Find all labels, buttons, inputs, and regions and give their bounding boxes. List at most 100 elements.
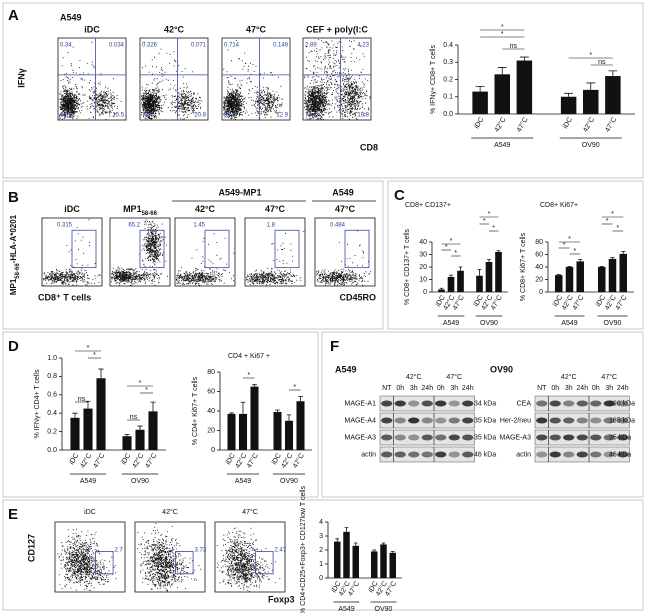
blot-band — [603, 400, 615, 407]
gate — [175, 551, 194, 575]
error-bar — [390, 551, 395, 553]
bar — [576, 261, 585, 292]
plot-title: 47°C — [265, 204, 286, 214]
group-label: A549 — [235, 478, 251, 485]
blot-band — [462, 417, 474, 424]
lane-label: 0h — [551, 385, 559, 392]
column-header: A549-MP1 — [218, 187, 261, 197]
y-tick-label: 0.4 — [47, 410, 57, 417]
error-bar — [137, 425, 143, 430]
blot-band — [617, 400, 629, 407]
x-axis-label: Foxp3 — [268, 594, 295, 604]
y-axis-label: % CD8+ Ki67+ T cells — [520, 232, 527, 301]
x-tick-label: iDC — [68, 452, 80, 466]
panel-letter: D — [8, 338, 19, 355]
y-axis-label: % CD8+ CD137+ T cells — [404, 229, 411, 305]
bar — [389, 552, 396, 578]
chart-title: CD8+ Ki67+ — [540, 202, 578, 209]
size-label: 190 kDa — [609, 400, 635, 407]
x-tick-label: iDC — [595, 294, 607, 308]
y-tick-label: 20 — [207, 427, 215, 434]
blot-band — [381, 434, 393, 441]
y-tick-label: 0.4 — [443, 42, 453, 49]
gate — [255, 551, 274, 575]
plot-title: iDC — [84, 24, 100, 34]
quadrant-label: 64.1 — [60, 113, 72, 119]
y-axis-label: CD127 — [26, 534, 36, 562]
gate-label: 1.8 — [267, 222, 276, 228]
dot-cloud — [111, 219, 168, 286]
lane-group-header: 42°C — [406, 373, 422, 381]
quadrant-label: 12.9 — [276, 113, 288, 119]
quadrant-label: 20.8 — [194, 113, 206, 119]
bar — [447, 277, 455, 292]
y-axis-label-part: -HLA-A*0201 — [9, 214, 18, 263]
gate — [274, 229, 300, 269]
error-bar — [72, 412, 78, 418]
dot-cloud — [43, 219, 101, 286]
cell-line: A549 — [60, 12, 82, 22]
bar — [457, 270, 464, 292]
error-bar — [621, 250, 626, 254]
y-tick-label: 0 — [539, 289, 543, 296]
plot-frame — [57, 37, 127, 121]
significance-label: * — [492, 225, 495, 232]
bar — [227, 413, 236, 450]
significance-label: * — [611, 211, 614, 218]
plot-title-part: iDC — [64, 204, 80, 214]
gate-label: 1.45 — [193, 222, 205, 228]
blot-band — [563, 400, 575, 407]
size-label: 35 kDa — [609, 434, 631, 441]
size-label: 34 kDa — [474, 400, 496, 407]
error-bar — [381, 542, 386, 545]
y-tick-label: 1 — [319, 561, 323, 568]
significance-label: * — [606, 218, 609, 225]
y-tick-label: 0.3 — [443, 59, 453, 66]
blot-band — [590, 417, 602, 424]
blot-band — [381, 451, 393, 458]
error-bar — [599, 265, 604, 267]
panel-letter: A — [8, 7, 19, 24]
blot-strip — [534, 412, 630, 429]
y-tick-label: 0.0 — [47, 447, 57, 454]
quadrant-label: 0.034 — [109, 43, 125, 49]
group-label: OV90 — [375, 606, 393, 613]
bar — [565, 267, 574, 292]
x-tick-label: 47°C — [571, 294, 586, 312]
x-tick-label: iDC — [435, 294, 447, 308]
dot-cloud — [137, 523, 202, 592]
plot-title: MP158-66 — [123, 204, 158, 216]
blot-band — [381, 417, 393, 424]
lane-label: 0h — [396, 385, 404, 392]
error-bar — [475, 86, 485, 92]
lane-label: 3h — [565, 385, 573, 392]
gate — [95, 551, 114, 575]
x-tick-label: 47°C — [515, 116, 530, 134]
error-bar — [439, 287, 444, 290]
group-label: OV90 — [480, 320, 498, 327]
y-axis-label-part: MP1 — [9, 278, 18, 295]
plot-title: 42°C — [164, 24, 185, 34]
gate-label: 0.484 — [330, 222, 346, 228]
significance-label: * — [139, 380, 142, 387]
error-bar — [449, 274, 453, 277]
blot-band — [435, 434, 447, 441]
blot-band — [590, 400, 602, 407]
error-bar — [240, 401, 246, 414]
y-tick-label: 10 — [419, 276, 427, 283]
size-label: 35 kDa — [474, 417, 496, 424]
significance-label: * — [454, 250, 457, 257]
row-label: actin — [516, 451, 531, 458]
bar — [554, 275, 563, 292]
blot-band — [603, 417, 615, 424]
x-tick-label: 47°C — [614, 294, 629, 312]
error-bar — [335, 538, 340, 542]
plot-title: iDC — [64, 204, 80, 214]
row-label: MAGE-A3 — [499, 434, 531, 441]
error-bar — [458, 266, 463, 271]
x-tick-label: iDC — [368, 580, 380, 594]
x-tick-label: iDC — [562, 116, 574, 130]
significance-label: * — [574, 248, 577, 255]
plot-frame — [139, 37, 209, 121]
